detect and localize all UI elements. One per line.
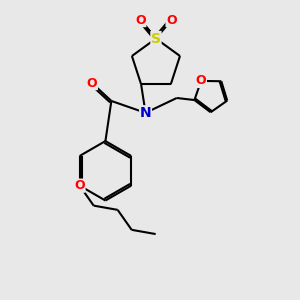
Text: O: O: [87, 76, 98, 90]
Text: S: S: [151, 32, 161, 46]
Text: O: O: [135, 14, 146, 27]
Text: N: N: [140, 106, 152, 120]
Text: O: O: [74, 179, 85, 192]
Text: O: O: [196, 74, 206, 87]
Text: O: O: [166, 14, 177, 27]
